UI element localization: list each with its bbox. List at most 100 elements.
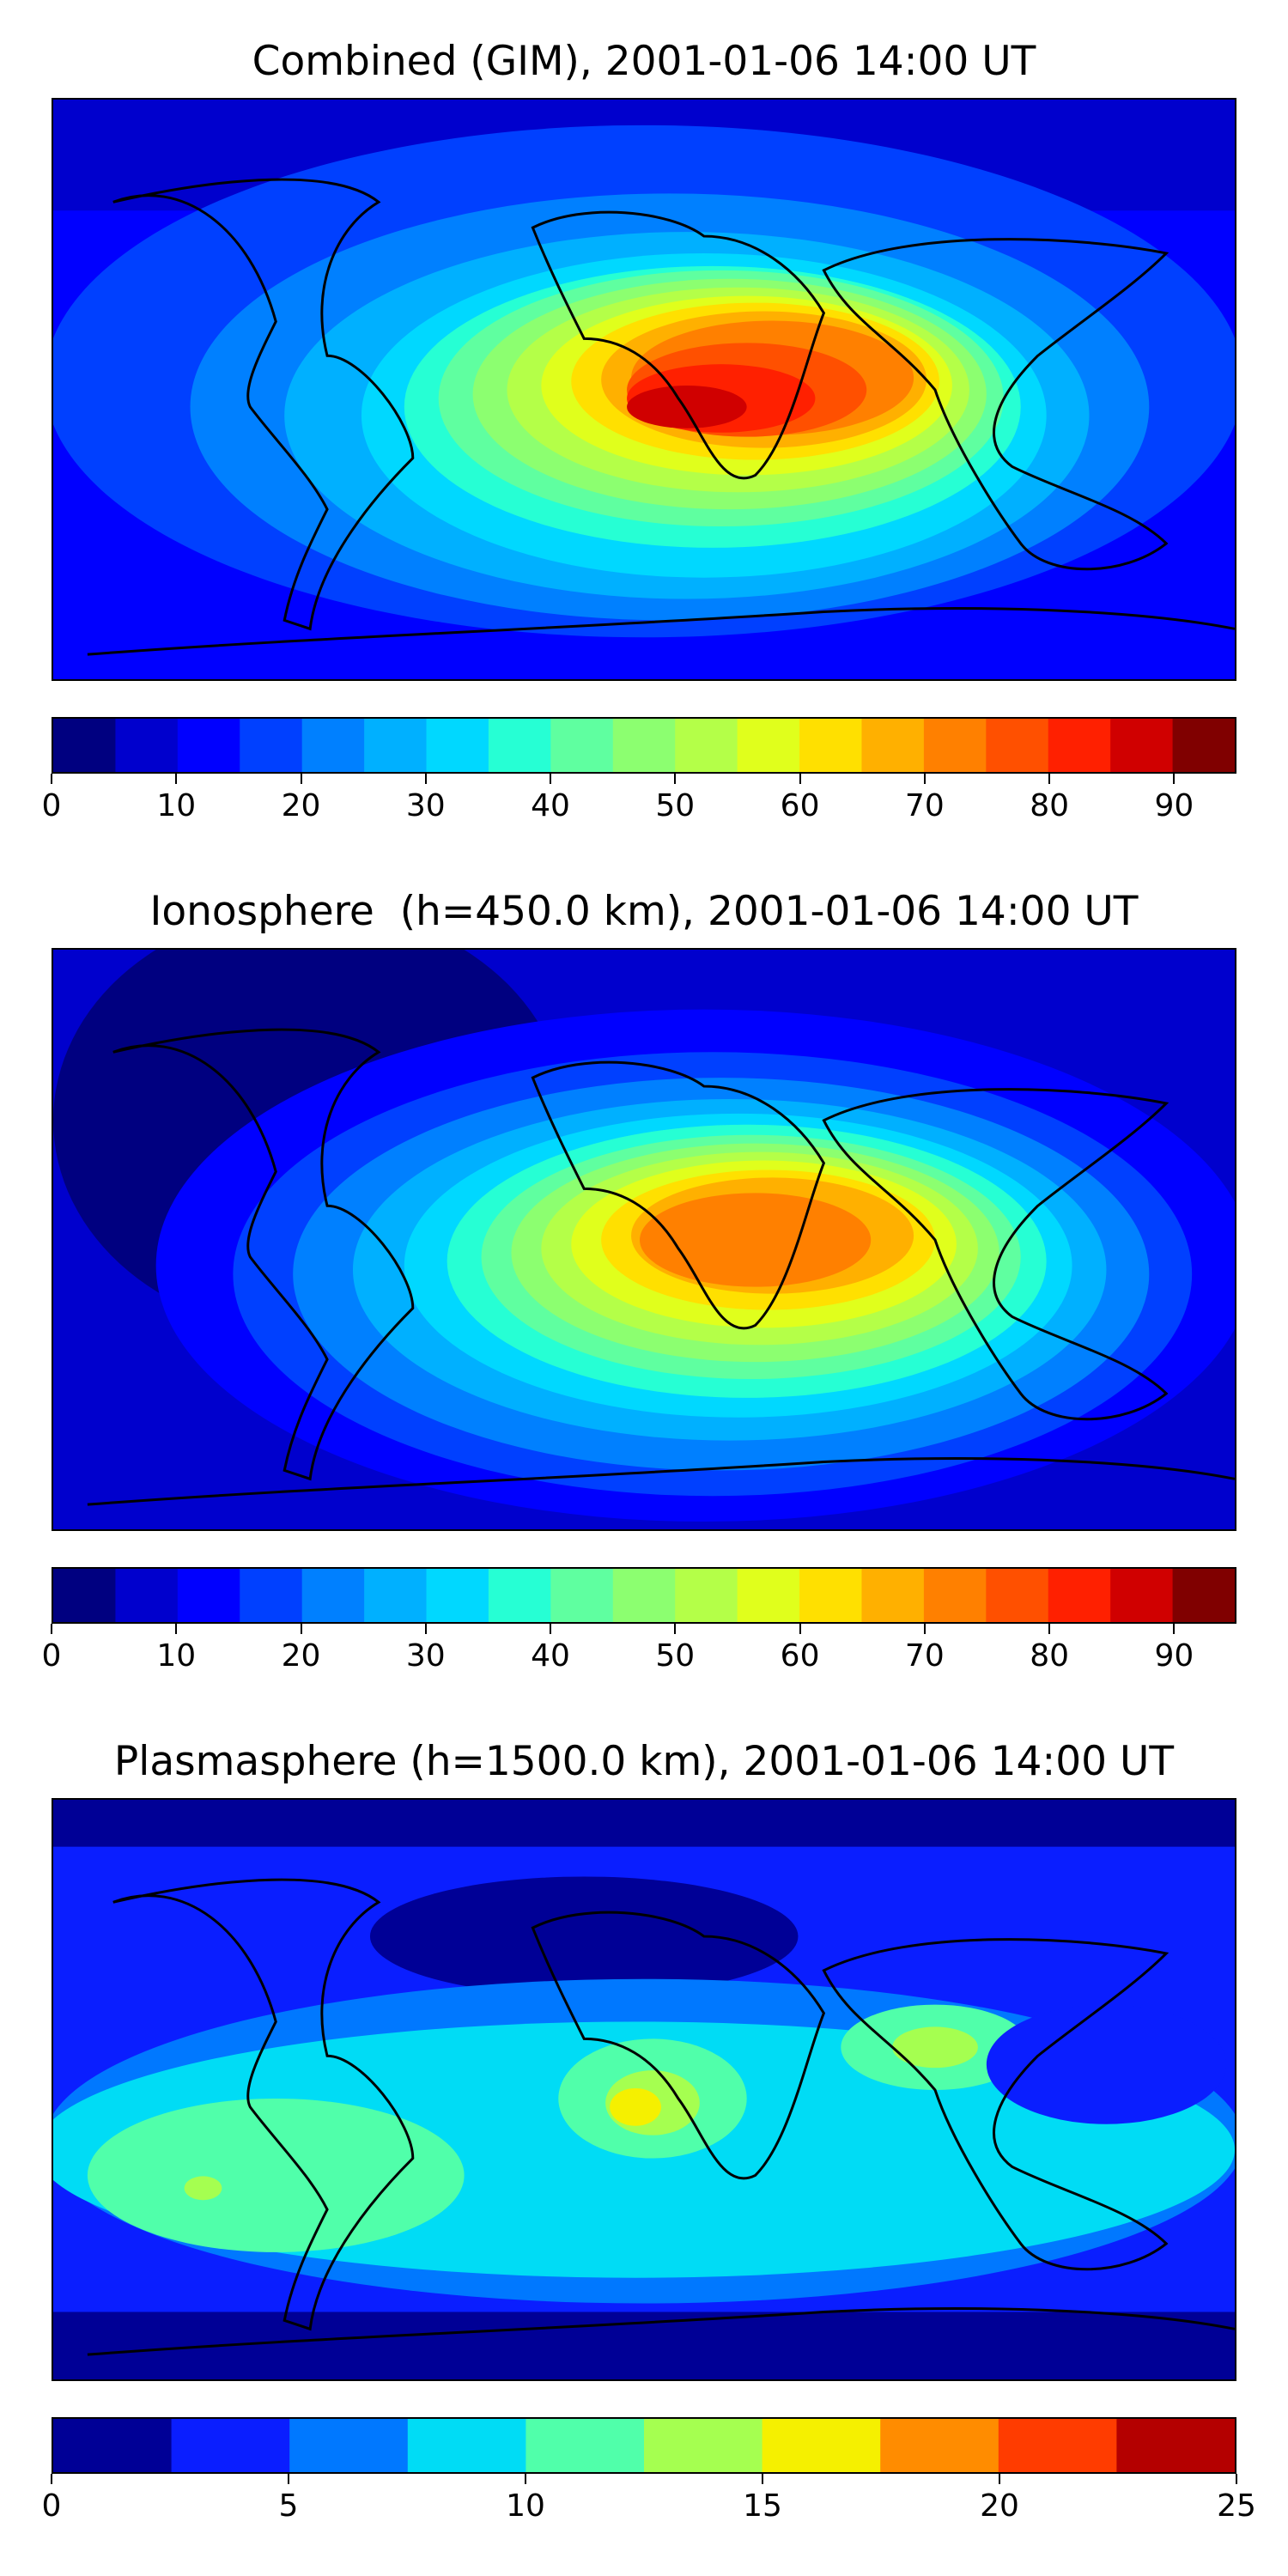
colorbar-swatch bbox=[301, 719, 365, 772]
colorbar-swatch bbox=[675, 1569, 738, 1622]
colorbar-tick bbox=[51, 774, 52, 784]
colorbar bbox=[52, 2417, 1236, 2474]
colorbar-swatch bbox=[115, 719, 179, 772]
colorbar-swatch bbox=[861, 719, 925, 772]
colorbar-tick-label: 90 bbox=[1154, 788, 1194, 823]
colorbar-swatch bbox=[53, 2419, 173, 2472]
colorbar-tick bbox=[300, 774, 302, 784]
colorbar-swatch bbox=[407, 2419, 526, 2472]
colorbar-tick-label: 5 bbox=[278, 2488, 299, 2524]
colorbar-swatch bbox=[986, 1569, 1049, 1622]
colorbar-tick bbox=[1173, 774, 1176, 784]
colorbar-tick-label: 0 bbox=[41, 1638, 62, 1674]
colorbar-tick bbox=[999, 2474, 1000, 2484]
colorbar-ticks: 0 10 20 30 40 50 60 70 80 90 bbox=[42, 1624, 1236, 1679]
colorbar-swatches bbox=[53, 2419, 1235, 2472]
colorbar-swatch bbox=[550, 719, 614, 772]
panel-title: Combined (GIM), 2001-01-06 14:00 UT bbox=[252, 38, 1036, 85]
colorbar-swatch bbox=[1110, 1569, 1174, 1622]
colorbar-tick bbox=[1048, 774, 1051, 784]
colorbar-tick bbox=[550, 774, 552, 784]
colorbar-swatch bbox=[364, 719, 428, 772]
colorbar-swatch bbox=[998, 2419, 1117, 2472]
colorbar-tick-label: 90 bbox=[1154, 1638, 1194, 1674]
colorbar-tick bbox=[424, 1624, 427, 1634]
colorbar-swatch bbox=[177, 719, 240, 772]
colorbar-tick-label: 70 bbox=[904, 1638, 945, 1674]
colorbar-swatch bbox=[289, 2419, 409, 2472]
colorbar-tick-label: 10 bbox=[506, 2488, 545, 2524]
colorbar-tick-label: 40 bbox=[531, 788, 570, 823]
colorbar-tick bbox=[1048, 1624, 1051, 1634]
colorbar-tick bbox=[525, 2474, 526, 2484]
colorbar-tick bbox=[424, 774, 427, 784]
colorbar-swatch bbox=[799, 719, 863, 772]
panel-title: Plasmasphere (h=1500.0 km), 2001-01-06 1… bbox=[113, 1738, 1175, 1785]
colorbar-swatch bbox=[550, 1569, 614, 1622]
colorbar-tick-label: 10 bbox=[156, 788, 197, 823]
colorbar-tick bbox=[762, 2474, 763, 2484]
colorbar-swatch bbox=[1048, 719, 1111, 772]
colorbar-swatch bbox=[1172, 719, 1235, 772]
colorbar-tick bbox=[288, 2474, 289, 2484]
colorbar-tick-label: 20 bbox=[980, 2488, 1019, 2524]
map-plot bbox=[52, 948, 1236, 1531]
colorbar-tick bbox=[550, 1624, 552, 1634]
colorbar bbox=[52, 717, 1236, 774]
colorbar-tick bbox=[923, 774, 926, 784]
colorbar-tick bbox=[51, 2474, 52, 2484]
map-plot bbox=[52, 98, 1236, 681]
colorbar-tick-label: 0 bbox=[41, 2488, 62, 2524]
colorbar-swatch bbox=[177, 1569, 240, 1622]
colorbar-swatch bbox=[301, 1569, 365, 1622]
colorbar-swatch bbox=[426, 1569, 489, 1622]
colorbar-swatch bbox=[923, 1569, 987, 1622]
colorbar-tick-label: 50 bbox=[655, 1638, 696, 1674]
colorbar-swatch bbox=[526, 2419, 645, 2472]
colorbar-swatch bbox=[1116, 2419, 1235, 2472]
colorbar-ticks: 0 10 20 30 40 50 60 70 80 90 bbox=[42, 774, 1236, 829]
colorbar-tick-label: 60 bbox=[780, 788, 820, 823]
colorbar-swatch bbox=[737, 1569, 800, 1622]
colorbar-tick bbox=[1236, 2474, 1237, 2484]
colorbar-tick bbox=[799, 1624, 801, 1634]
colorbar-swatch bbox=[53, 1569, 117, 1622]
panel-title: Ionosphere (h=450.0 km), 2001-01-06 14:0… bbox=[149, 888, 1139, 935]
map-field bbox=[53, 100, 1235, 679]
colorbar bbox=[52, 1567, 1236, 1624]
colorbar-tick-label: 30 bbox=[405, 788, 446, 823]
colorbar-tick bbox=[923, 1624, 926, 1634]
colorbar-tick-label: 20 bbox=[281, 1638, 321, 1674]
colorbar-swatch bbox=[737, 719, 800, 772]
colorbar-tick bbox=[175, 774, 178, 784]
colorbar-tick-label: 25 bbox=[1217, 2488, 1256, 2524]
colorbar-tick-label: 50 bbox=[655, 788, 696, 823]
colorbar-swatch bbox=[923, 719, 987, 772]
colorbar-tick-label: 15 bbox=[743, 2488, 782, 2524]
colorbar-swatch bbox=[612, 1569, 676, 1622]
colorbar-swatch bbox=[1048, 1569, 1111, 1622]
map-plot bbox=[52, 1798, 1236, 2381]
colorbar-swatch bbox=[364, 1569, 428, 1622]
colorbar-swatch bbox=[861, 1569, 925, 1622]
colorbar-swatch bbox=[644, 2419, 763, 2472]
colorbar-ticks: 0 5 10 15 20 25 bbox=[42, 2474, 1256, 2529]
colorbar-tick-label: 30 bbox=[405, 1638, 446, 1674]
colorbar-tick bbox=[799, 774, 801, 784]
colorbar-swatch bbox=[426, 719, 489, 772]
colorbar-tick bbox=[1173, 1624, 1176, 1634]
colorbar-swatch bbox=[612, 719, 676, 772]
colorbar-swatch bbox=[762, 2419, 881, 2472]
colorbar-swatch bbox=[1110, 719, 1174, 772]
colorbar-tick bbox=[300, 1624, 302, 1634]
colorbar-swatch bbox=[171, 2419, 290, 2472]
colorbar-tick bbox=[51, 1624, 52, 1634]
colorbar-tick-label: 20 bbox=[281, 788, 321, 823]
colorbar-swatch bbox=[240, 719, 303, 772]
colorbar-tick bbox=[175, 1624, 178, 1634]
colorbar-swatch bbox=[240, 1569, 303, 1622]
colorbar-swatches bbox=[53, 1569, 1235, 1622]
colorbar-tick-label: 0 bbox=[41, 788, 62, 823]
colorbar-tick bbox=[674, 774, 677, 784]
colorbar-tick-label: 60 bbox=[780, 1638, 820, 1674]
